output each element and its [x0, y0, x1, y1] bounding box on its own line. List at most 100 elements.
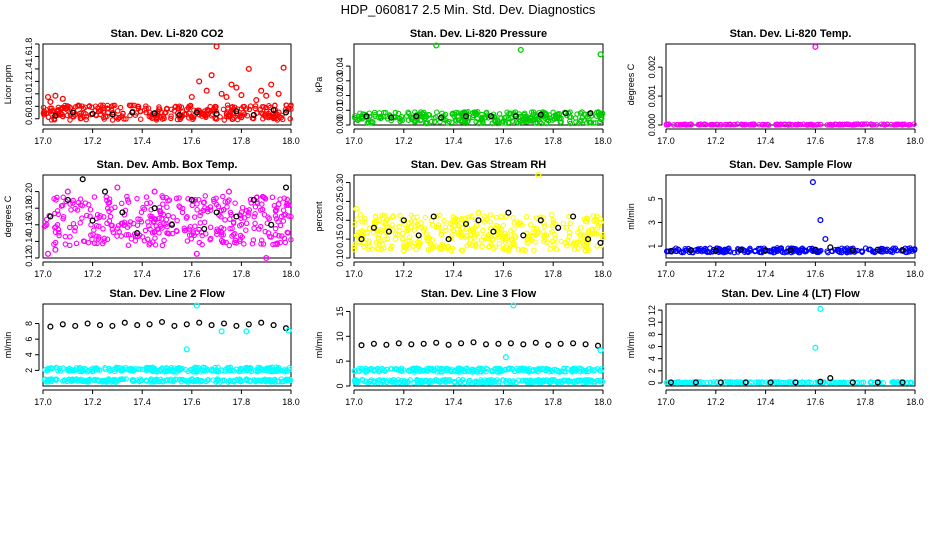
data-point [188, 93, 195, 101]
point-background [563, 377, 569, 384]
point-background [585, 368, 592, 375]
data-point [557, 340, 564, 347]
plot-frame [665, 43, 916, 126]
point-background [127, 368, 134, 374]
point-background [259, 201, 265, 207]
point-background [868, 121, 874, 127]
point-background [896, 121, 902, 128]
point-background [588, 119, 594, 126]
point-background [67, 201, 73, 207]
point-background [230, 220, 237, 226]
point-background [109, 103, 115, 110]
data-point [250, 111, 257, 119]
point-background [479, 237, 485, 243]
point-background [906, 121, 913, 128]
point-background [67, 242, 73, 249]
point-background [567, 230, 573, 236]
data-point [555, 224, 562, 231]
point-background [797, 247, 804, 253]
point-background [501, 234, 508, 240]
point-background [734, 379, 740, 385]
data-point [420, 340, 427, 347]
data-point [233, 84, 240, 91]
series-line-2-flow-cyan-baseline [44, 365, 275, 374]
point-background [189, 202, 196, 209]
point-background [490, 245, 497, 252]
point-background [157, 210, 164, 217]
point-background [77, 115, 84, 122]
data-point [233, 322, 240, 329]
point-background [125, 232, 132, 238]
point-background [204, 377, 211, 383]
x-tick-label: 17.4 [445, 397, 463, 407]
point-background [148, 215, 155, 222]
point-background [370, 119, 376, 126]
point-background [592, 217, 599, 223]
point-background [250, 237, 257, 243]
y-axis-label: ml/min [626, 332, 636, 359]
plot-frame [353, 303, 604, 387]
data-point [64, 196, 71, 203]
y-axis-label: degrees C [626, 63, 636, 105]
x-tick-label: 18.0 [282, 136, 300, 146]
point-background [421, 225, 428, 232]
y-tick-label: 10 [335, 331, 345, 341]
point-background [374, 246, 381, 252]
point-background [597, 367, 603, 374]
x-tick-label: 18.0 [594, 136, 612, 146]
data-point [144, 366, 151, 373]
point-background [753, 379, 759, 385]
point-background [464, 368, 471, 375]
point-background [376, 238, 383, 245]
point-background [164, 204, 170, 210]
point-background [510, 226, 517, 232]
data-point [510, 302, 517, 309]
data-point [809, 179, 816, 186]
y-tick-label: 0.12 [24, 249, 34, 267]
x-tick-label: 17.4 [445, 269, 463, 279]
point-background [161, 237, 167, 244]
point-background [218, 237, 225, 244]
point-background [53, 197, 59, 203]
point-background [452, 222, 458, 229]
point-background [533, 231, 539, 238]
y-tick-label: 3 [647, 220, 657, 225]
data-point [208, 72, 215, 79]
point-background [226, 242, 233, 249]
point-background [513, 379, 519, 386]
point-background [257, 223, 264, 230]
point-background [514, 365, 520, 372]
point-background [118, 200, 125, 207]
point-background [502, 231, 508, 237]
point-background [829, 122, 835, 128]
data-point [395, 340, 402, 347]
point-background [433, 224, 440, 231]
point-background [188, 366, 194, 373]
y-tick-label: 1.2 [24, 75, 34, 88]
data-point [238, 92, 245, 99]
data-point [400, 247, 407, 254]
point-background [184, 238, 191, 244]
point-background [352, 241, 359, 247]
data-point [458, 340, 465, 347]
point-background [735, 245, 741, 252]
point-background [774, 248, 781, 255]
data-point [517, 46, 524, 53]
x-tick-label: 17.0 [657, 136, 675, 146]
panel-stan-dev-li-820-temp: Stan. Dev. Li-820 Temp.17.0 17.2 17.4 17.6 1… [626, 28, 924, 146]
data-point [358, 236, 365, 243]
data-point [742, 379, 749, 386]
data-point [812, 246, 819, 253]
point-background [449, 245, 456, 251]
point-background [191, 214, 198, 220]
point-background [585, 366, 592, 372]
point-background [678, 380, 684, 386]
point-background [552, 114, 559, 121]
y-tick-label: 4 [647, 356, 657, 361]
point-background [276, 233, 282, 239]
point-background [835, 379, 842, 386]
data-point [370, 340, 377, 347]
point-background [223, 239, 229, 246]
point-background [425, 378, 432, 384]
point-background [200, 199, 207, 206]
